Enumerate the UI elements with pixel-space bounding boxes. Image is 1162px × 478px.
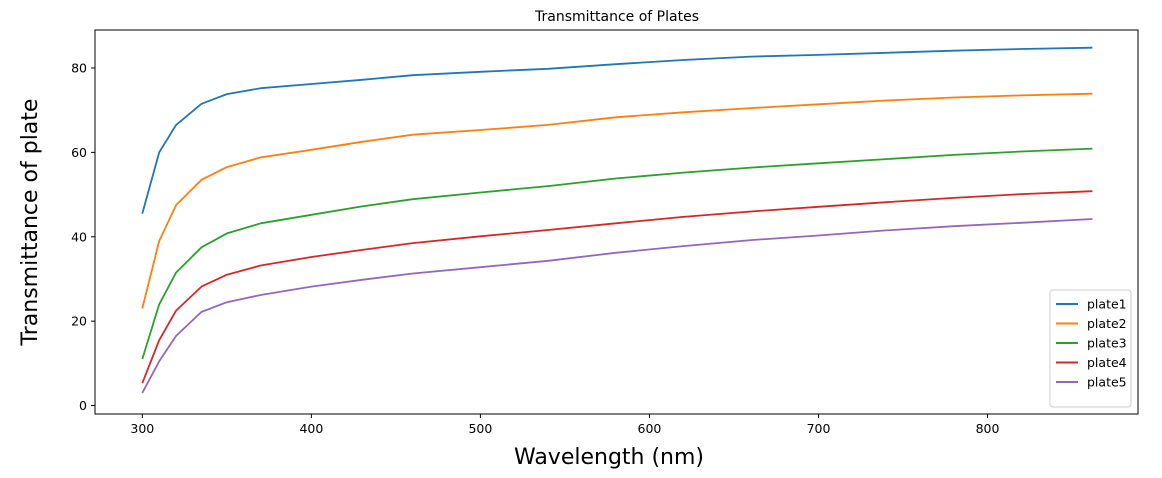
- y-tick-label: 40: [71, 229, 87, 244]
- x-tick-label: 400: [299, 421, 323, 436]
- x-tick-label: 300: [130, 421, 154, 436]
- x-axis: 300 400 500 600 700 800: [130, 414, 1000, 436]
- legend-entry: plate2: [1087, 316, 1127, 331]
- legend-entry: plate1: [1087, 297, 1127, 312]
- series-line-plate1: [141, 46, 1093, 214]
- series-line-plate3: [141, 147, 1093, 360]
- x-tick-label: 700: [807, 421, 831, 436]
- y-tick-label: 20: [71, 314, 87, 329]
- y-tick-label: 60: [71, 145, 87, 160]
- legend-entry: plate5: [1087, 375, 1127, 390]
- y-axis: 0 20 40 60 80: [71, 60, 95, 413]
- series-line-plate2: [141, 92, 1093, 309]
- legend-entry: plate4: [1087, 355, 1127, 370]
- series-line-plate4: [141, 190, 1093, 384]
- series-line-plate5: [141, 218, 1093, 394]
- x-tick-label: 500: [468, 421, 492, 436]
- x-tick-label: 800: [976, 421, 1000, 436]
- y-axis-label: Transmittance of plate: [18, 99, 43, 347]
- legend-box: [1049, 289, 1132, 408]
- plot-frame: [94, 29, 1139, 415]
- legend: plate1 plate2 plate3 plate4 plate5: [1049, 289, 1132, 408]
- y-tick-label: 80: [71, 60, 87, 75]
- chart-title: Transmittance of Plates: [534, 9, 699, 25]
- legend-entry: plate3: [1087, 336, 1127, 351]
- x-tick-label: 600: [638, 421, 662, 436]
- plot-area: [141, 46, 1093, 394]
- x-axis-label: Wavelength (nm): [514, 445, 704, 470]
- y-tick-label: 0: [79, 398, 87, 413]
